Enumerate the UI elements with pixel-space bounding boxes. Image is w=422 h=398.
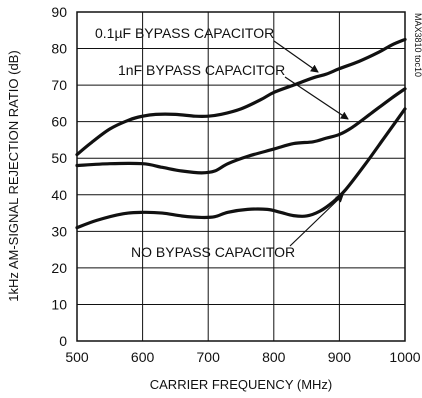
annotation-1nf: 1nF BYPASS CAPACITOR xyxy=(118,62,285,78)
series-0-1uf-bypass xyxy=(75,37,407,157)
y-tick-label: 10 xyxy=(51,296,67,312)
annotation-no-bypass: NO BYPASS CAPACITOR xyxy=(131,244,295,260)
y-tick-label: 50 xyxy=(51,150,67,166)
x-tick-label: 600 xyxy=(131,349,155,365)
tick-labels: 500 600 700 800 900 1000 0 10 20 30 40 50 60 70 80 90 xyxy=(51,4,420,365)
y-tick-label: 20 xyxy=(51,260,67,276)
curves xyxy=(75,37,407,230)
y-tick-label: 80 xyxy=(51,41,67,57)
y-tick-label: 0 xyxy=(59,333,67,349)
y-axis-title: 1kHz AM-SIGNAL REJECTION RATIO (dB) xyxy=(6,50,21,301)
series-1nf-bypass xyxy=(75,87,407,175)
x-tick-label: 500 xyxy=(65,349,89,365)
figure-code: MAX3810 toc10 xyxy=(413,13,422,77)
y-tick-label: 90 xyxy=(51,4,67,20)
annotation-arrow-1nf xyxy=(284,76,349,120)
annotation-0-1uf: 0.1µF BYPASS CAPACITOR xyxy=(95,25,274,41)
annotation-arrow-no-bypass xyxy=(289,194,344,247)
y-tick-label: 60 xyxy=(51,114,67,130)
x-tick-label: 800 xyxy=(262,349,286,365)
y-tick-label: 30 xyxy=(51,223,67,239)
x-tick-label: 700 xyxy=(197,349,221,365)
x-tick-label: 900 xyxy=(328,349,352,365)
x-tick-label: 1000 xyxy=(389,349,420,365)
series-no-bypass xyxy=(75,107,407,230)
annotation-arrow-0-1uf xyxy=(273,40,319,73)
y-tick-label: 70 xyxy=(51,77,67,93)
x-axis-title: CARRIER FREQUENCY (MHz) xyxy=(150,377,333,392)
y-tick-label: 40 xyxy=(51,187,67,203)
plot-frame xyxy=(76,11,406,342)
annotations: 0.1µF BYPASS CAPACITOR 1nF BYPASS CAPACI… xyxy=(95,25,349,260)
